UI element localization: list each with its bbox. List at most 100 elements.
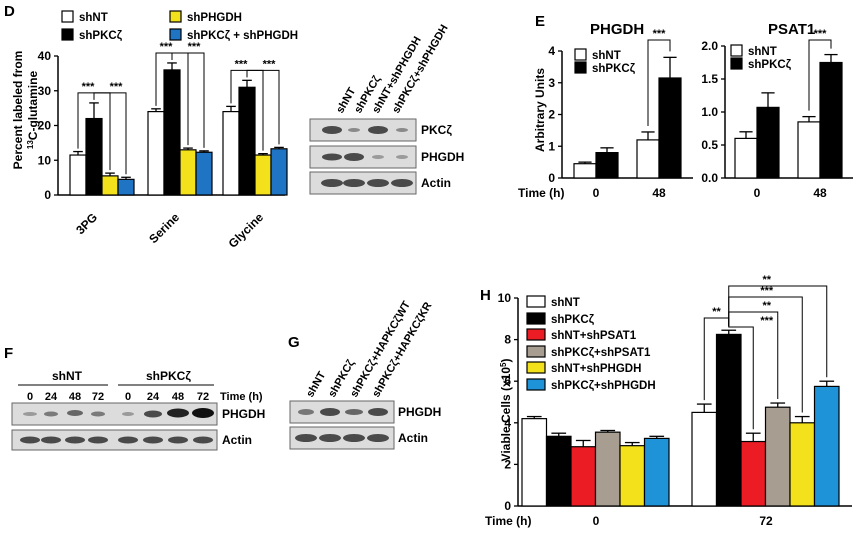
legend-h-swatch-shpkcz-shpsat1 <box>526 345 546 358</box>
blot-f-row-actin: Actin <box>222 433 252 447</box>
y-tick-label: 40 <box>38 49 52 63</box>
legend-e2-swatch-shpkcz <box>730 57 743 70</box>
bar <box>254 154 272 196</box>
blot-g-band <box>319 434 341 442</box>
blot-g-band <box>345 409 363 415</box>
bar <box>195 151 213 196</box>
blot-f-group-shpkcz: shPKCζ <box>146 369 191 383</box>
blot-f-time-24b: 24 <box>147 391 160 403</box>
blot-g-row-actin: Actin <box>398 431 428 445</box>
blot-g-band <box>367 434 389 442</box>
significance-label: ** <box>712 306 721 318</box>
blot-f-band <box>20 436 40 444</box>
blot-f-strip-actin <box>11 429 218 451</box>
bar <box>270 148 288 196</box>
ylabel-d-line2: 13C-glutamine <box>26 71 41 150</box>
blot-f-band <box>144 410 162 418</box>
blot-f-band <box>41 436 61 444</box>
legend-h-label-shnt-shphgdh: shNT+shPHGDH <box>551 363 641 375</box>
legend-e1-label-shnt: shNT <box>592 50 621 62</box>
legend-e2-label-shnt: shNT <box>748 46 777 58</box>
bar <box>797 121 821 179</box>
blot-g-band <box>368 408 388 416</box>
y-tick-label: 4 <box>504 416 511 430</box>
significance-bracket <box>171 52 205 148</box>
bar <box>636 139 660 179</box>
blot-f-group-shnt: shNT <box>52 369 83 383</box>
bar <box>789 422 816 507</box>
legend-h-swatch-shnt-shpsat1 <box>526 328 546 341</box>
significance-label: ** <box>762 300 771 312</box>
blot-d-row-phgdh: PHGDH <box>421 150 464 164</box>
blot-d-strip-pkcz <box>309 118 417 142</box>
bar <box>643 437 670 507</box>
panel-label-d: D <box>4 3 15 20</box>
blot-d-band <box>322 126 342 134</box>
bar <box>147 110 165 196</box>
significance-label: *** <box>760 285 774 297</box>
blot-f-time-0b: 0 <box>125 391 131 403</box>
ylabel-d: Percent labeled from 13C-glutamine <box>11 51 40 170</box>
blot-f-time-72b: 72 <box>197 391 209 403</box>
blot-f-band <box>67 410 83 416</box>
plot-e-phgdh: 0 1 2 3 4 0 48 *** <box>548 28 693 200</box>
blot-d-band <box>322 153 342 161</box>
bar <box>764 406 791 507</box>
legend-h-swatch-shnt-shphgdh <box>526 361 546 374</box>
bar <box>570 446 597 507</box>
bar <box>163 69 181 196</box>
significance-label: *** <box>82 81 96 93</box>
blot-f-time-label: Time (h) <box>220 391 263 403</box>
y-tick-label: 0 <box>44 188 51 202</box>
bar <box>756 106 780 179</box>
blot-d-band <box>321 179 343 187</box>
blot-d-band <box>396 128 408 132</box>
legend-label-shpkcz-shphgdh: shPKCζ + shPHGDH <box>187 30 298 42</box>
blot-d: shNT shPKCζ shNT+shPHGDH shPKCζ+shPHGDH … <box>309 23 464 195</box>
y-tick-label: 10 <box>498 291 512 305</box>
ylabel-h-text: Viable Cells (x105) <box>499 359 514 462</box>
panel-e: E PHGDH PSAT1 Arbitrary Units Time (h) 0… <box>518 13 853 200</box>
legend-e1-swatch-shnt <box>574 48 587 61</box>
legend-swatch-shpkcz <box>61 28 74 41</box>
x-tick-label: 0 <box>593 514 600 528</box>
blot-f-band <box>118 436 138 444</box>
significance-label: ** <box>762 274 771 286</box>
significance-label: *** <box>235 58 249 70</box>
blot-f-strip-phgdh <box>11 402 218 426</box>
bar <box>813 385 840 507</box>
bar <box>734 137 758 179</box>
bar <box>715 333 742 507</box>
legend-swatch-shphgdh <box>169 10 182 23</box>
panel-label-h: H <box>480 287 491 304</box>
blot-f-band <box>23 412 37 416</box>
panel-d: D shNT shPKCζ shPHGDH shPKCζ + shPHGDH P… <box>4 3 298 251</box>
y-tick-label: 1.0 <box>701 105 718 119</box>
significance-label: *** <box>814 28 828 40</box>
blot-d-row-pkcz: PKCζ <box>421 123 452 137</box>
legend-h-swatch-shnt <box>526 295 546 308</box>
y-tick-label: 6 <box>504 374 511 388</box>
blot-g-lane-1: shNT <box>304 369 328 399</box>
bar <box>117 178 135 196</box>
bar <box>222 110 240 196</box>
xtick-d-3pg: 3PG <box>73 210 100 237</box>
panel-h: H Viable Cells (x105) Time (h) 0 2 4 6 8 10 0 7… <box>480 274 852 528</box>
blot-g-strip-actin <box>289 426 395 450</box>
bar <box>658 77 682 179</box>
blot-f-time-0a: 0 <box>27 391 33 403</box>
ylabel-h: Viable Cells (x105) <box>499 359 514 462</box>
legend-label-shnt: shNT <box>79 12 108 24</box>
blot-f-band <box>122 412 134 416</box>
blot-f-time-24a: 24 <box>45 391 58 403</box>
bar <box>819 61 843 179</box>
panel-label-e: E <box>535 13 545 30</box>
bar <box>545 435 572 507</box>
significance-label: *** <box>760 315 774 327</box>
blot-f-band <box>65 436 85 444</box>
blot-g-row-phgdh: PHGDH <box>398 405 441 419</box>
y-tick-label: 20 <box>38 119 52 133</box>
bar <box>85 117 103 196</box>
x-tick-label: 48 <box>813 186 827 200</box>
